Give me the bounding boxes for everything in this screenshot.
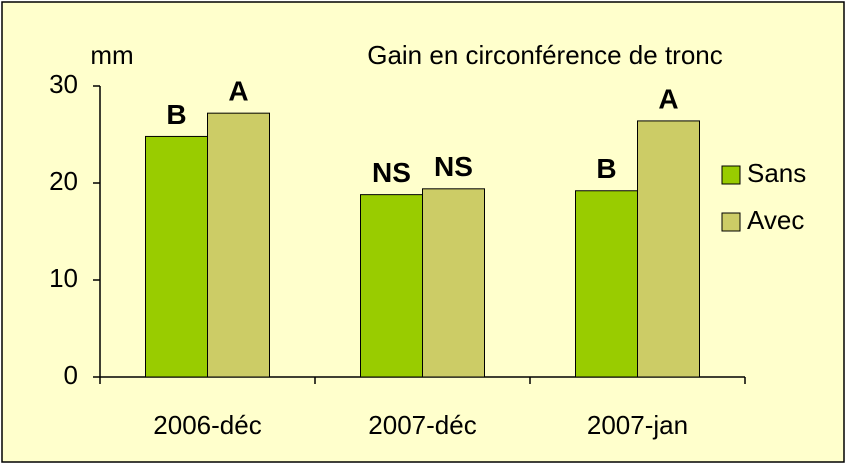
bar-letter: A bbox=[658, 83, 678, 114]
y-tick-label: 20 bbox=[49, 166, 78, 196]
bar bbox=[422, 188, 485, 378]
y-tick-label: 30 bbox=[49, 69, 78, 99]
bar bbox=[145, 135, 208, 378]
bar bbox=[637, 120, 700, 378]
legend-swatch bbox=[721, 165, 741, 185]
bar bbox=[207, 112, 270, 378]
legend-label: Avec bbox=[747, 205, 804, 235]
y-tick-label: 0 bbox=[64, 360, 78, 390]
y-axis-label: mm bbox=[90, 40, 133, 70]
legend-swatch bbox=[721, 212, 741, 232]
bar-letter: NS bbox=[434, 151, 473, 182]
x-tick-label: 2006-déc bbox=[153, 410, 261, 440]
bar-letter: B bbox=[596, 153, 616, 184]
bar bbox=[575, 190, 638, 378]
bar bbox=[360, 194, 423, 378]
bar-letter: A bbox=[228, 76, 248, 107]
bar-letter: B bbox=[166, 99, 186, 130]
legend-label: Sans bbox=[747, 158, 806, 188]
x-tick-label: 2007-déc bbox=[368, 410, 476, 440]
chart-title: Gain en circonférence de tronc bbox=[367, 40, 723, 70]
bar-letter: NS bbox=[372, 157, 411, 188]
y-tick-label: 10 bbox=[49, 263, 78, 293]
x-tick-label: 2007-jan bbox=[587, 410, 688, 440]
